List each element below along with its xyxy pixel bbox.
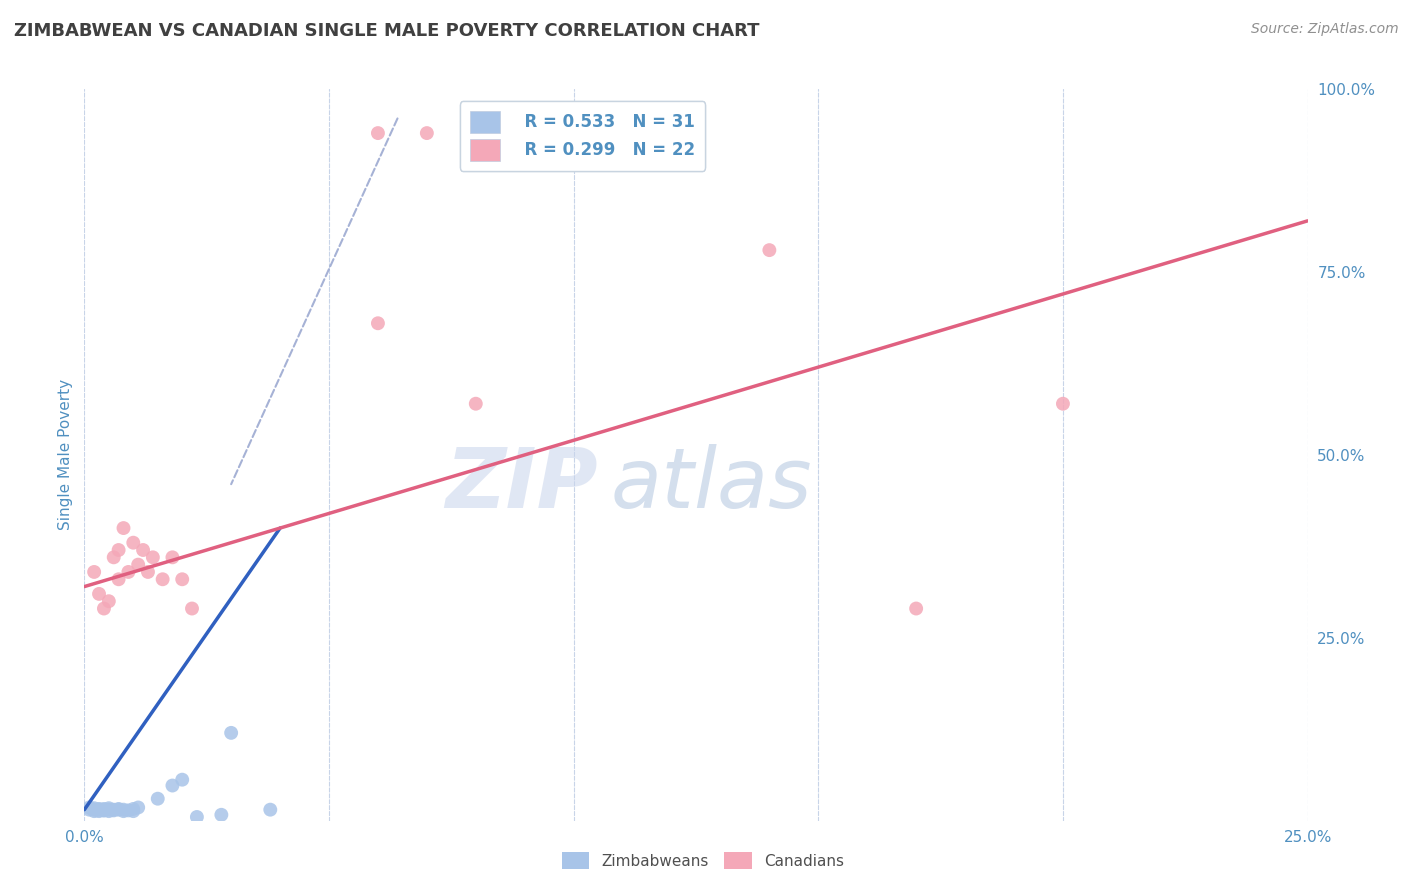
- Point: [117, 565, 139, 579]
- Text: Source: ZipAtlas.com: Source: ZipAtlas.com: [1251, 22, 1399, 37]
- Point: [107, 802, 129, 816]
- Point: [112, 521, 135, 535]
- Point: [83, 804, 105, 818]
- Y-axis label: Single Male Poverty: Single Male Poverty: [58, 379, 73, 531]
- Point: [367, 316, 389, 330]
- Point: [77, 800, 100, 814]
- Point: [209, 807, 232, 822]
- Point: [97, 803, 120, 817]
- Point: [77, 803, 100, 817]
- Point: [112, 804, 135, 818]
- Point: [93, 804, 115, 818]
- Point: [152, 572, 174, 586]
- Point: [146, 791, 169, 805]
- Text: ZIMBABWEAN VS CANADIAN SINGLE MALE POVERTY CORRELATION CHART: ZIMBABWEAN VS CANADIAN SINGLE MALE POVER…: [14, 22, 759, 40]
- Point: [127, 800, 149, 814]
- Point: [181, 601, 204, 615]
- Point: [132, 543, 155, 558]
- Point: [93, 802, 115, 816]
- Point: [162, 550, 184, 565]
- Point: [87, 587, 110, 601]
- Point: [259, 803, 281, 817]
- Point: [107, 543, 129, 558]
- Point: [97, 801, 120, 815]
- Point: [122, 804, 145, 818]
- Point: [186, 810, 208, 824]
- Point: [127, 558, 149, 572]
- Point: [1052, 397, 1074, 411]
- Point: [219, 726, 242, 740]
- Point: [122, 802, 145, 816]
- Point: [136, 565, 159, 579]
- Point: [103, 803, 125, 817]
- Text: ZIP: ZIP: [446, 443, 598, 524]
- Point: [117, 804, 139, 818]
- Point: [103, 550, 125, 565]
- Legend:   R = 0.533   N = 31,   R = 0.299   N = 22: R = 0.533 N = 31, R = 0.299 N = 22: [460, 101, 706, 170]
- Point: [103, 804, 125, 818]
- Point: [162, 779, 184, 793]
- Point: [142, 550, 165, 565]
- Point: [97, 804, 120, 818]
- Point: [97, 594, 120, 608]
- Point: [83, 565, 105, 579]
- Point: [93, 601, 115, 615]
- Point: [83, 801, 105, 815]
- Point: [758, 243, 780, 257]
- Point: [172, 772, 194, 787]
- Point: [367, 126, 389, 140]
- Point: [93, 804, 115, 818]
- Point: [416, 126, 439, 140]
- Point: [464, 397, 486, 411]
- Point: [107, 803, 129, 817]
- Text: atlas: atlas: [610, 443, 813, 524]
- Point: [87, 802, 110, 816]
- Point: [172, 572, 194, 586]
- Point: [83, 803, 105, 817]
- Point: [122, 535, 145, 549]
- Point: [87, 803, 110, 817]
- Point: [107, 572, 129, 586]
- Point: [112, 803, 135, 817]
- Point: [87, 804, 110, 818]
- Legend: Zimbabweans, Canadians: Zimbabweans, Canadians: [555, 846, 851, 875]
- Point: [905, 601, 928, 615]
